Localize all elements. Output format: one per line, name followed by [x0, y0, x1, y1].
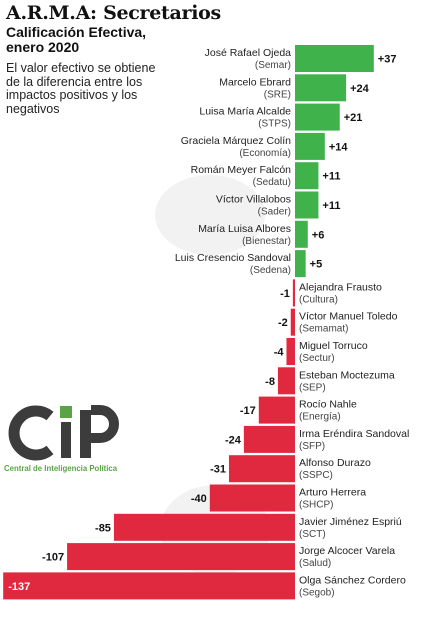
- value-label-14: -24: [225, 434, 242, 446]
- value-label-15: -31: [210, 464, 226, 476]
- department-label-5: (Sedatu): [253, 177, 291, 188]
- chart-subtitle: Calificación Efectiva, enero 2020: [6, 24, 147, 55]
- bar-11: [286, 338, 295, 365]
- category-label-13: Rocío Nahle: [299, 399, 357, 411]
- cip-logo-tagline: Central de Inteligencia Política: [4, 464, 118, 473]
- value-label-8: +5: [310, 259, 323, 271]
- department-label-2: (SRE): [264, 89, 291, 100]
- value-label-7: +6: [312, 229, 325, 241]
- department-label-12: (SEP): [299, 382, 326, 393]
- bar-16: [209, 484, 295, 512]
- value-label-10: -2: [278, 317, 288, 329]
- bar-18: [67, 543, 295, 571]
- department-label-16: (SHCP): [299, 500, 333, 511]
- department-label-18: (Salud): [299, 558, 331, 569]
- value-label-18: -107: [42, 552, 64, 564]
- category-label-3: Luisa María Alcalde: [199, 106, 291, 118]
- category-label-7: María Luisa Albores: [198, 223, 291, 235]
- bar-12: [277, 367, 295, 395]
- category-label-9: Alejandra Frausto: [299, 281, 382, 293]
- department-label-7: (Bienestar): [242, 236, 291, 247]
- bar-4: [295, 132, 325, 160]
- category-label-15: Alfonso Durazo: [299, 457, 371, 469]
- department-label-9: (Cultura): [299, 294, 338, 305]
- category-label-11: Miguel Torruco: [299, 340, 368, 352]
- bar-13: [258, 396, 295, 424]
- category-label-5: Román Meyer Falcón: [191, 164, 292, 176]
- bar-5: [295, 162, 319, 190]
- department-label-13: (Energía): [299, 412, 341, 423]
- bar-3: [295, 103, 340, 131]
- category-label-18: Jorge Alcocer Varela: [299, 545, 395, 557]
- category-label-10: Víctor Manuel Toledo: [299, 311, 398, 323]
- category-label-6: Víctor Villalobos: [216, 194, 291, 206]
- department-label-11: (Sectur): [299, 353, 335, 364]
- value-label-19: -137: [8, 581, 30, 593]
- department-label-10: (Semamat): [299, 324, 348, 335]
- value-label-11: -4: [274, 347, 285, 359]
- cip-logo: Central de Inteligencia Política: [4, 402, 154, 477]
- chart-title: A.R.M.A: Secretarios: [6, 2, 221, 24]
- bar-9: [292, 279, 295, 307]
- bar-7: [295, 220, 308, 248]
- category-label-17: Javier Jiménez Espriú: [299, 516, 402, 528]
- bar-1: [295, 45, 374, 72]
- category-label-4: Graciela Márquez Colín: [181, 135, 291, 147]
- value-label-2: +24: [350, 83, 370, 95]
- category-label-19: Olga Sánchez Cordero: [299, 574, 406, 586]
- value-label-12: -8: [265, 376, 275, 388]
- bar-2: [295, 74, 347, 102]
- value-label-6: +11: [322, 200, 340, 212]
- category-label-8: Luis Cresencio Sandoval: [175, 252, 291, 264]
- value-label-9: -1: [280, 288, 290, 300]
- bar-15: [228, 455, 295, 483]
- bar-8: [295, 250, 306, 278]
- bar-10: [290, 308, 295, 336]
- value-label-17: -85: [95, 522, 111, 534]
- value-label-1: +37: [378, 54, 397, 66]
- value-label-16: -40: [191, 493, 207, 505]
- chart-note: El valor efectivo se obtiene de la difer…: [6, 61, 156, 116]
- bar-6: [295, 191, 319, 219]
- bar-14: [243, 425, 295, 453]
- department-label-6: (Sader): [258, 207, 291, 218]
- category-label-14: Irma Eréndira Sandoval: [299, 428, 409, 440]
- department-label-8: (Sedena): [250, 265, 291, 276]
- department-label-1: (Semar): [255, 60, 291, 71]
- category-label-2: Marcelo Ebrard: [219, 76, 291, 88]
- department-label-17: (SCT): [299, 529, 326, 540]
- bar-17: [113, 513, 295, 541]
- value-label-4: +14: [329, 141, 349, 153]
- cip-logo-icon: [8, 405, 119, 461]
- category-label-1: José Rafael Ojeda: [205, 47, 292, 59]
- bar-19: [3, 572, 295, 600]
- category-label-16: Arturo Herrera: [299, 487, 366, 499]
- value-label-5: +11: [322, 171, 340, 183]
- value-label-3: +21: [344, 112, 363, 124]
- department-label-3: (STPS): [258, 119, 291, 130]
- department-label-15: (SSPC): [299, 470, 333, 481]
- category-label-12: Esteban Moctezuma: [299, 369, 395, 381]
- department-label-4: (Economía): [239, 148, 291, 159]
- department-label-19: (Segob): [299, 587, 335, 598]
- department-label-14: (SFP): [299, 441, 325, 452]
- value-label-13: -17: [240, 405, 256, 417]
